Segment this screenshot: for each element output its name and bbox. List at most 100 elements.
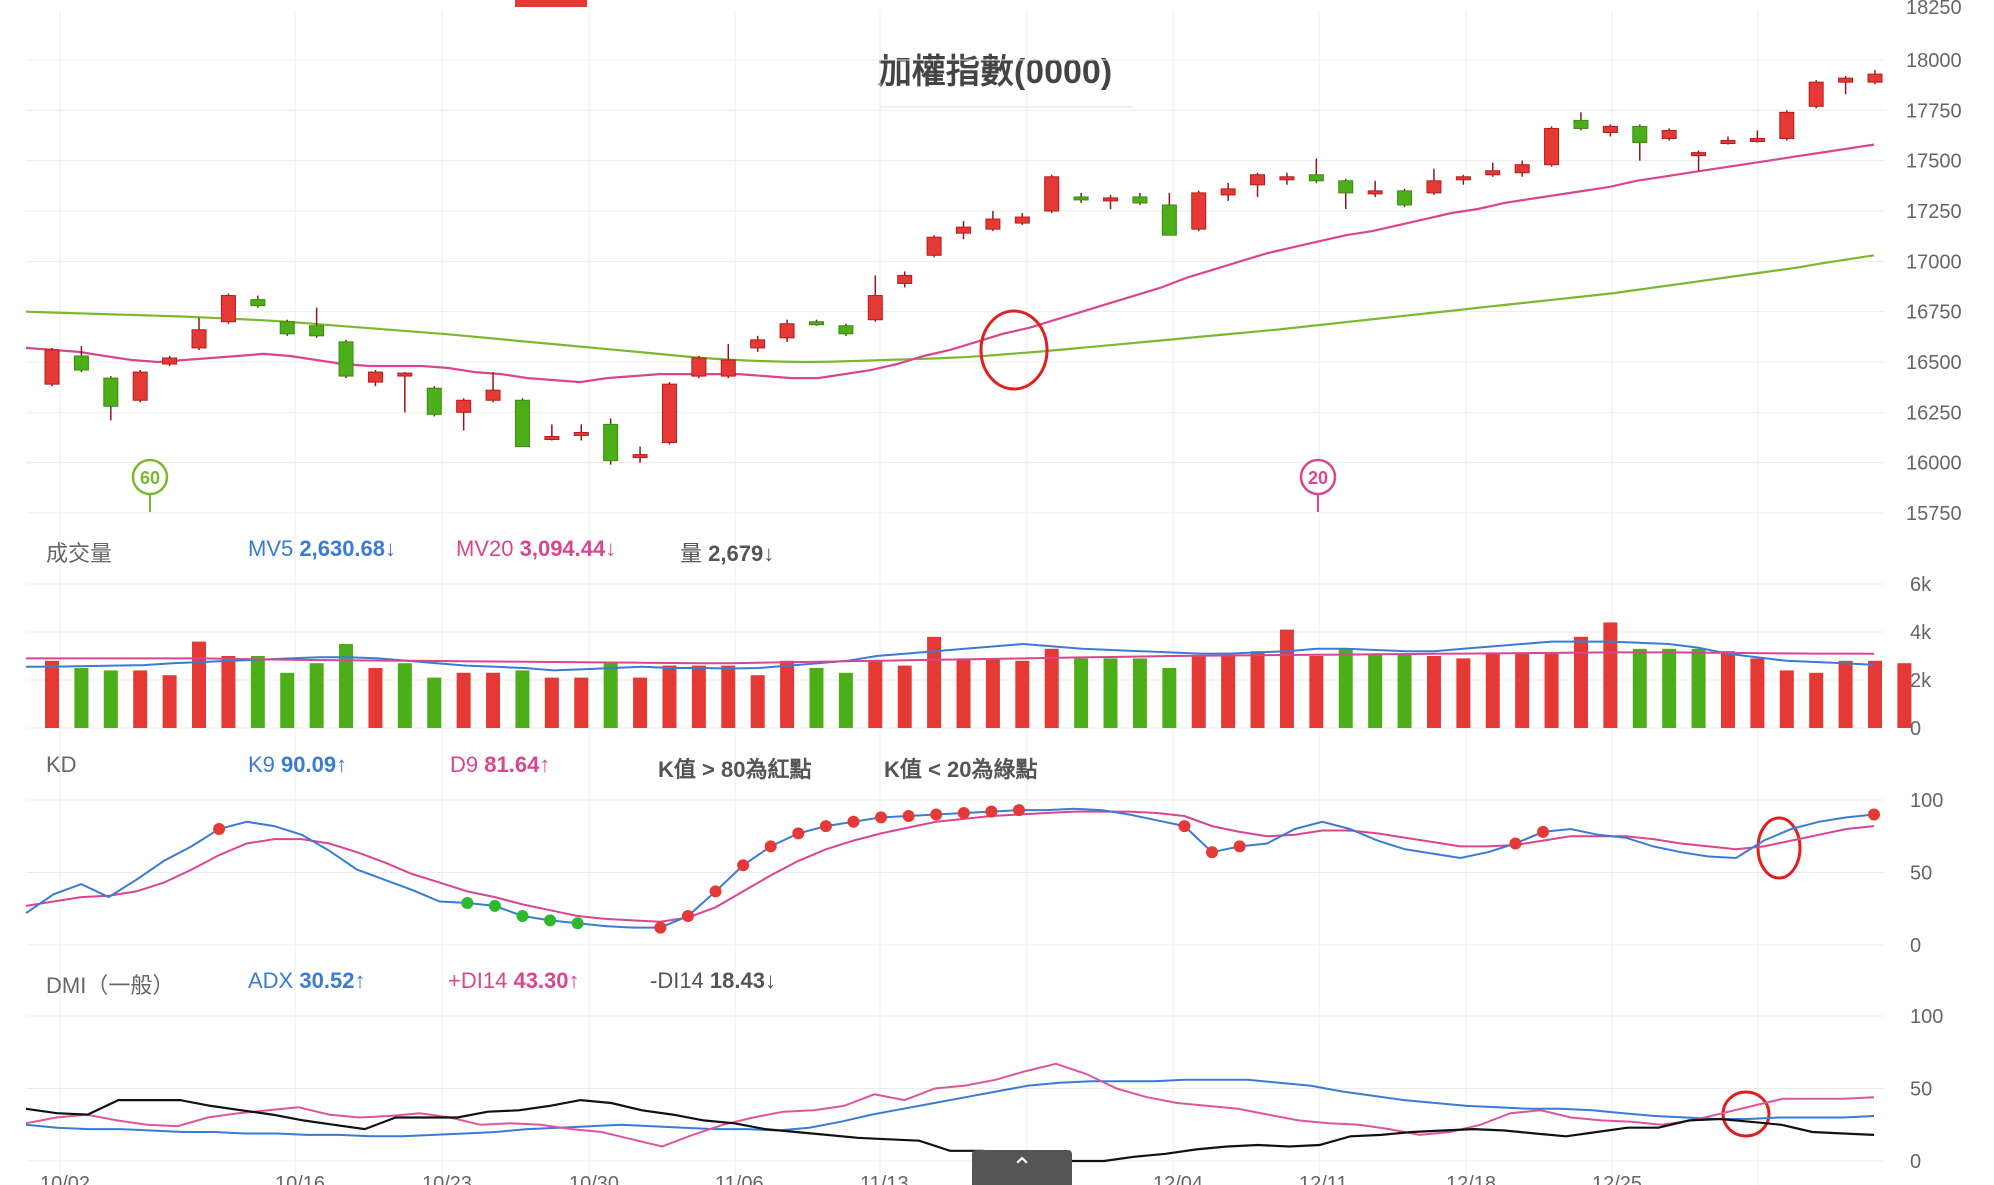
candle-body xyxy=(220,295,236,323)
annotation-circle xyxy=(1756,816,1802,880)
mv20-line xyxy=(26,651,1875,665)
volume-bar xyxy=(162,675,177,728)
candle-body xyxy=(1279,176,1295,181)
k-overbought-dot xyxy=(930,808,943,821)
volume-bar xyxy=(809,668,824,728)
k9-legend: K9 90.09↑ xyxy=(248,752,348,777)
k-overbought-dot xyxy=(1178,820,1191,833)
volume-bar xyxy=(397,663,412,728)
candle-body xyxy=(103,377,119,407)
volume-bar xyxy=(603,663,618,728)
candle-body xyxy=(1867,73,1883,83)
candle-body xyxy=(514,399,530,448)
candle-body xyxy=(367,371,383,383)
collapse-button[interactable]: ⌃ xyxy=(972,1150,1072,1185)
k9-line xyxy=(25,807,1875,929)
k-overbought-dot xyxy=(213,823,226,835)
candle-body xyxy=(1514,164,1530,174)
adx-legend: ADX 30.52↑ xyxy=(248,968,366,993)
candle-body xyxy=(485,389,501,401)
candle-body xyxy=(956,226,971,234)
volume-bar xyxy=(574,677,589,728)
price-tick-label: 17000 xyxy=(1906,251,1962,273)
price-tick-label: 17500 xyxy=(1906,151,1962,173)
volume-bar xyxy=(1750,658,1765,728)
ma20-line xyxy=(25,143,1875,384)
candle-body xyxy=(720,359,736,377)
kd-tick-label: 50 xyxy=(1910,863,1932,885)
kd-note-green: K值 < 20為綠點 xyxy=(884,757,1038,782)
candle-body xyxy=(808,321,824,326)
candle-body xyxy=(867,295,883,321)
volume-bar xyxy=(868,660,883,728)
candle-body xyxy=(985,218,1001,230)
volume-bar xyxy=(456,672,471,728)
candle-body xyxy=(279,321,295,335)
candle-body xyxy=(73,355,89,371)
candle-body xyxy=(1044,176,1060,212)
candle-body xyxy=(1103,197,1119,202)
annotation-circle xyxy=(979,309,1049,391)
k-overbought-dot xyxy=(847,815,860,828)
ma60-marker xyxy=(131,458,169,496)
price-tick-label: 17750 xyxy=(1906,100,1962,122)
candle-body xyxy=(1308,174,1324,182)
candle-body xyxy=(250,299,266,307)
pdi-line xyxy=(25,1062,1875,1148)
volume-bar xyxy=(1515,653,1530,728)
candle-body xyxy=(926,236,942,256)
candle-body xyxy=(1426,180,1442,194)
k-overbought-dot xyxy=(1206,846,1219,859)
volume-bar xyxy=(1074,658,1089,728)
candle-body xyxy=(544,435,560,440)
date-tick-label: 12/04 xyxy=(1153,1173,1203,1185)
candle-body xyxy=(573,431,589,436)
k-overbought-dot xyxy=(1012,804,1025,817)
volume-tick-label: 0 xyxy=(1910,718,1921,740)
volume-tick-label: 2k xyxy=(1910,670,1932,692)
candle-body xyxy=(1602,125,1618,133)
candle-body xyxy=(1397,190,1413,206)
k-overbought-dot xyxy=(709,885,722,898)
date-tick-label: 12/25 xyxy=(1592,1173,1642,1185)
volume-bar xyxy=(1720,651,1735,728)
candle-body xyxy=(1132,196,1148,204)
ma20-marker-label: 20 xyxy=(1308,468,1328,488)
volume-bar xyxy=(368,668,383,728)
k-oversold-dot xyxy=(516,910,529,922)
date-tick-label: 12/11 xyxy=(1299,1173,1348,1185)
volume-bar xyxy=(309,663,324,728)
volume-bar xyxy=(1162,668,1177,728)
ma60-marker-label: 60 xyxy=(140,468,160,488)
volume-bar xyxy=(1221,656,1236,728)
volume-bar xyxy=(427,677,442,728)
candle-body xyxy=(897,274,913,284)
date-tick-label: 10/16 xyxy=(275,1173,325,1185)
ma60-line xyxy=(25,254,1875,364)
price-tick-label: 15750 xyxy=(1906,503,1962,525)
candle-body xyxy=(1455,176,1471,181)
k-overbought-dot xyxy=(737,859,750,872)
volume-bar xyxy=(515,670,530,728)
k-overbought-dot xyxy=(985,805,998,818)
candle-body xyxy=(750,339,766,349)
candle-body xyxy=(162,357,178,365)
volume-bar xyxy=(1868,660,1882,728)
candle-body xyxy=(1838,77,1854,83)
volume-bar xyxy=(486,672,501,728)
volume-bar xyxy=(1426,656,1441,728)
date-tick-label: 12/18 xyxy=(1446,1173,1496,1185)
price-tick-label: 17250 xyxy=(1906,201,1962,223)
candle-body xyxy=(779,323,795,339)
volume-bar xyxy=(750,675,765,728)
candle-body xyxy=(1367,190,1383,195)
date-tick-label: 11/13 xyxy=(860,1173,909,1185)
k-overbought-dot xyxy=(654,921,667,934)
candle-body xyxy=(1720,140,1736,145)
candle-body xyxy=(1191,192,1207,230)
mdi-line xyxy=(25,1098,1875,1163)
kd-tick-label: 100 xyxy=(1910,790,1943,812)
volume-bar xyxy=(1573,636,1588,728)
volume-bar xyxy=(662,665,677,728)
